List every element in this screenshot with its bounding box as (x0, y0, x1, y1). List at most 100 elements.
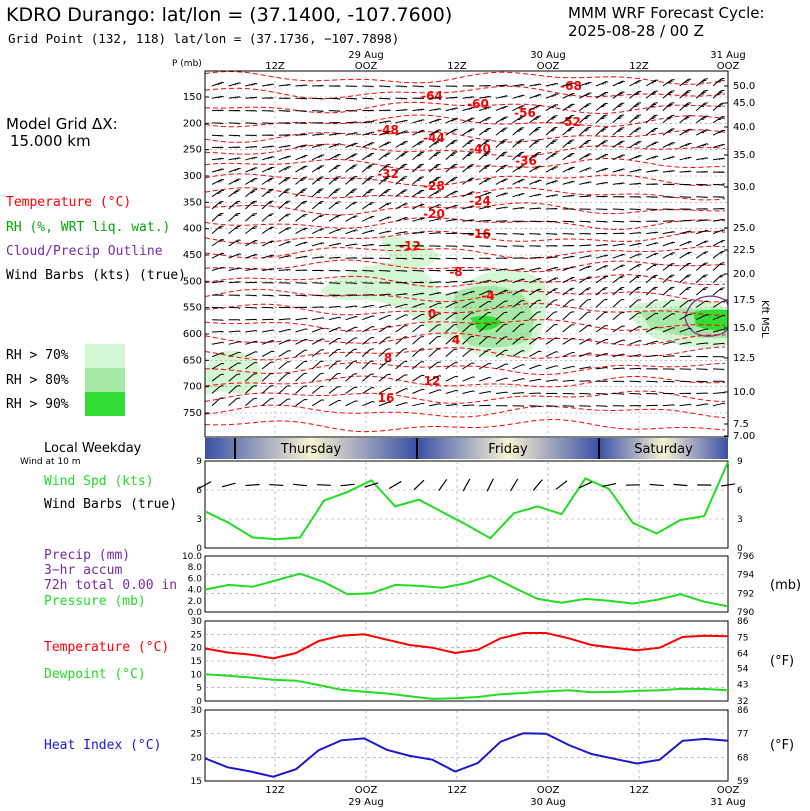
wind-barb (278, 350, 291, 358)
wind-barb (562, 365, 575, 370)
wind-barb (245, 200, 257, 210)
wind-barb (412, 85, 424, 88)
wind-barb (395, 402, 408, 407)
wind-barb (579, 126, 591, 136)
wind-barb (629, 220, 641, 223)
wind-barb (428, 302, 442, 308)
wind-barb (645, 114, 658, 124)
wind-barb (579, 81, 592, 87)
wind-barb (629, 264, 642, 271)
wind-barb (562, 311, 575, 321)
wind-barbs-label: Wind Barbs (true) (44, 497, 178, 512)
wind-barb (612, 80, 625, 87)
wind-barb (629, 286, 642, 296)
wind-barb (462, 219, 475, 222)
wind-barb (529, 207, 542, 210)
wind-barb (679, 183, 692, 186)
wind-barb (228, 189, 241, 198)
temperature-contour (205, 319, 726, 332)
bottom-date-label: 30 Aug (530, 797, 565, 808)
top-time-label: 12Z (629, 61, 649, 72)
wind-barb (261, 200, 274, 210)
wind-barb (462, 390, 475, 394)
rh-90-label: RH > 90% (6, 397, 69, 412)
temp-f-tick-label: 64 (737, 650, 749, 660)
wind-barb (562, 393, 575, 395)
wind-barb (378, 314, 392, 321)
wind-barb (245, 156, 258, 161)
wind-barb (579, 393, 591, 395)
wind-barb (245, 226, 258, 234)
wind-barb (295, 399, 308, 407)
wind-barb (445, 335, 458, 345)
surface-wind-barb (293, 483, 308, 487)
wind-barb (362, 120, 375, 124)
wind-barb (245, 82, 258, 87)
wind-barb (595, 167, 609, 173)
wind-barb (646, 354, 659, 358)
wind-barb (629, 326, 642, 333)
wind-barb (445, 85, 458, 88)
wind-barb (478, 139, 491, 148)
wind-barb (528, 299, 541, 308)
wind-barb (696, 342, 709, 345)
wind-barb (512, 350, 525, 358)
wind-barb (328, 228, 342, 235)
wind-barb (228, 110, 241, 112)
wind-barb (696, 368, 708, 371)
wind-barb (378, 373, 391, 382)
wind-barb (445, 107, 458, 112)
wind-barb (696, 143, 709, 148)
rh-80-label: RH > 80% (6, 373, 69, 388)
wind-barb (428, 292, 442, 296)
wind-barb (596, 208, 608, 211)
wind-barb (529, 392, 541, 395)
wind-barb (612, 208, 625, 211)
wind-barb (696, 171, 708, 173)
wind-barb (228, 212, 241, 222)
wind-barb (629, 340, 642, 345)
wind-barb (228, 146, 241, 149)
temp-c-tick-label: 5 (196, 684, 202, 694)
wind-barb (278, 200, 291, 210)
wind-barb (328, 256, 341, 259)
wind-barb (428, 313, 442, 321)
wind-barb (445, 269, 458, 272)
wind-barb (629, 242, 642, 247)
wind-barb (495, 336, 508, 345)
wind-barb (495, 233, 508, 236)
wind-barb (295, 349, 308, 358)
wind-barb (495, 151, 508, 161)
wind-barb (612, 232, 625, 235)
temperature-contour (205, 274, 726, 288)
wind-barb (395, 141, 408, 148)
wind-barb (362, 401, 375, 407)
wind-barb (228, 306, 241, 309)
wind-barb (545, 180, 559, 185)
wind-barb (679, 241, 692, 247)
rh-shading-area (205, 350, 262, 396)
wind-barb (595, 91, 609, 99)
wind-barb (228, 239, 241, 247)
wind-barb (378, 244, 391, 247)
wind-barb (646, 340, 659, 345)
wind-barb (662, 274, 675, 284)
wind-barb (362, 315, 375, 321)
wind-barb (311, 176, 324, 185)
wind-barb (512, 268, 525, 271)
wind-barb (362, 229, 375, 235)
wind-barb (261, 156, 275, 161)
temperature-contour-label: -20 (423, 207, 445, 221)
wind-barb (596, 405, 608, 408)
wind-barb (395, 244, 408, 247)
wind-barb (662, 286, 675, 296)
wind-barb (428, 335, 441, 345)
wind-barb (645, 326, 659, 333)
wind-barb (328, 97, 341, 100)
wind-barb (679, 262, 692, 271)
wind-barb (412, 189, 425, 198)
wind-barb (228, 82, 241, 87)
wind-barb (579, 380, 592, 382)
wind-barb (412, 348, 424, 357)
wind-barb (445, 128, 458, 136)
